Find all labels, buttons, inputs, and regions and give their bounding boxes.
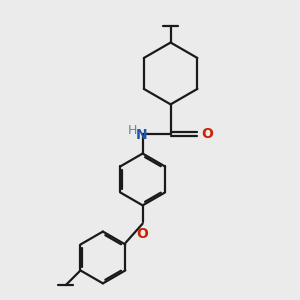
Text: O: O bbox=[202, 127, 213, 141]
Text: O: O bbox=[137, 227, 148, 241]
Text: H: H bbox=[128, 124, 137, 137]
Text: N: N bbox=[135, 128, 147, 142]
